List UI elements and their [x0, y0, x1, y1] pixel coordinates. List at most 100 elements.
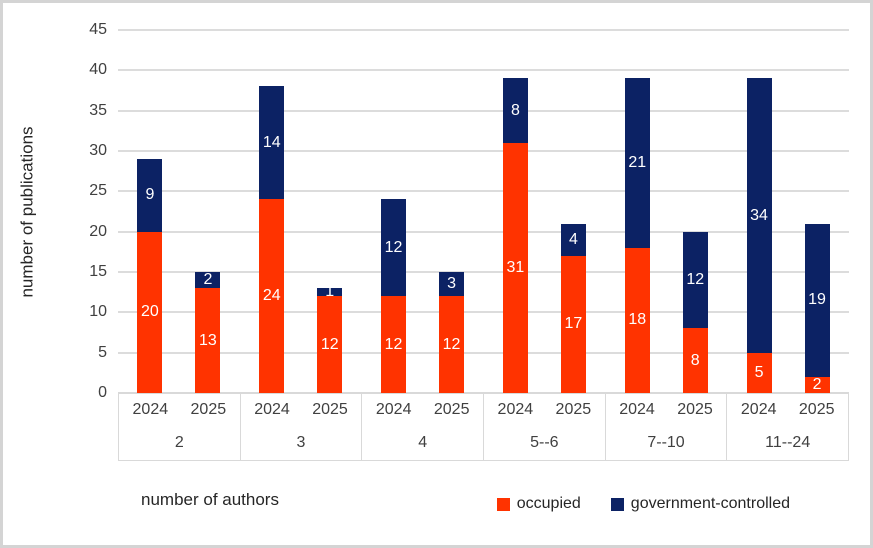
bar-segment-occupied: 13	[195, 288, 221, 393]
legend: occupied government-controlled	[496, 495, 790, 513]
grid-line	[118, 351, 849, 354]
x-label-group: 2024 2025 5--6	[483, 393, 605, 460]
x-year-label: 2024	[375, 400, 412, 418]
grid-line	[118, 230, 849, 233]
bar-group: 12 12 3 12	[362, 30, 484, 393]
bar-segment-government-controlled: 34	[746, 78, 772, 353]
x-year-label: 2025	[190, 400, 227, 418]
stacked-bar-2024: 9 20	[137, 159, 163, 393]
x-group-label: 7--10	[647, 434, 685, 452]
grid-line	[118, 109, 849, 112]
bar-segment-government-controlled: 2	[195, 272, 221, 289]
x-label-group: 2024 2025 4	[361, 393, 483, 460]
bar-segment-government-controlled: 9	[137, 159, 163, 232]
grid-line	[118, 311, 849, 314]
x-year-label: 2024	[619, 400, 655, 418]
x-group-label: 5--6	[530, 434, 559, 452]
bar-segment-government-controlled: 1	[317, 284, 343, 300]
bar-segment-occupied: 24	[259, 199, 285, 393]
x-year-label: 2024	[497, 400, 534, 418]
bar-group: 34 5 19 2	[727, 30, 849, 393]
x-year-labels: 2024 2025	[362, 393, 483, 427]
bar-segment-occupied: 18	[624, 247, 650, 393]
stacked-bar-2025: 3 12	[439, 272, 465, 393]
x-group-label: 3	[296, 434, 306, 452]
stacked-bar-2024: 8 31	[502, 78, 528, 393]
bar-segment-occupied: 5	[746, 352, 772, 393]
bar-group: 14 24 1 12	[240, 30, 362, 393]
y-tick-label: 40	[89, 61, 107, 79]
x-group-label: 2	[174, 434, 184, 452]
bar-segment-government-controlled: 19	[804, 223, 830, 377]
x-year-labels: 2024 2025	[727, 393, 848, 427]
bar-segment-government-controlled: 3	[439, 272, 465, 297]
bar-segment-occupied: 20	[137, 231, 163, 393]
x-year-labels: 2024 2025	[241, 393, 362, 427]
grid-line	[118, 271, 849, 273]
y-tick-label: 30	[89, 142, 107, 159]
bar-segment-occupied: 31	[502, 142, 528, 393]
stacked-bar-2024: 14 24	[259, 86, 285, 393]
x-label-group: 2024 2025 7--10	[604, 393, 727, 460]
legend-label: government-controlled	[630, 495, 790, 512]
bar-segment-occupied: 17	[560, 255, 586, 393]
bar-segment-government-controlled: 14	[259, 86, 285, 200]
stacked-bar-2024: 21 18	[624, 78, 650, 393]
plot-area: 9 20 2 13 14 24 1 12 12 12 3 12 8 31 4 17 21 18 12 8 34 5 19 2	[118, 29, 849, 394]
grid-line	[118, 69, 849, 72]
x-year-label: 2024	[740, 400, 777, 418]
stacked-bar-2025: 12 8	[682, 231, 708, 393]
y-tick-label: 45	[89, 21, 107, 38]
x-year-label: 2025	[677, 400, 713, 418]
bar-segment-government-controlled: 21	[624, 78, 650, 248]
bar-segment-occupied: 12	[439, 296, 465, 393]
bar-segment-government-controlled: 12	[682, 231, 708, 329]
bar-segment-occupied: 2	[804, 376, 830, 393]
y-tick-label: 0	[98, 384, 107, 401]
x-year-label: 2025	[555, 400, 592, 418]
x-year-labels: 2024 2025	[606, 393, 727, 427]
legend-label: occupied	[516, 495, 581, 512]
bar-group: 8 31 4 17	[484, 30, 606, 393]
y-axis-ticks: 0 5 10 15 20 25 30 35 40 45	[3, 3, 107, 545]
stacked-bar-2024: 12 12	[381, 199, 407, 393]
y-tick-label: 10	[89, 303, 107, 321]
x-year-label: 2024	[132, 400, 169, 418]
x-year-label: 2025	[433, 400, 470, 418]
bar-segment-occupied: 8	[682, 328, 708, 393]
bar-group: 21 18 12 8	[605, 30, 727, 393]
stacked-bar-2024: 34 5	[746, 78, 772, 393]
bar-segment-government-controlled: 8	[502, 78, 528, 143]
legend-item-government-controlled: government-controlled	[610, 495, 790, 513]
y-tick-label: 35	[89, 101, 107, 119]
y-tick-label: 20	[89, 222, 107, 240]
legend-swatch-icon	[610, 497, 624, 511]
bar-group: 9 20 2 13	[118, 30, 240, 393]
legend-swatch-icon	[496, 497, 510, 511]
y-tick-label: 25	[89, 182, 107, 200]
stacked-bar-2025: 4 17	[560, 223, 586, 393]
x-year-label: 2024	[254, 400, 290, 418]
stacked-bar-2025: 1 12	[317, 284, 343, 393]
y-tick-label: 15	[89, 263, 107, 280]
stacked-bar-2025: 19 2	[804, 223, 830, 393]
x-group-label: 4	[418, 434, 428, 452]
bar-segment-government-controlled: 4	[560, 223, 586, 256]
x-axis-title: number of authors	[141, 490, 279, 509]
x-year-labels: 2024 2025	[119, 393, 240, 427]
bar-segment-government-controlled: 12	[381, 199, 407, 297]
bar-segment-occupied: 12	[381, 296, 407, 393]
x-label-group: 2024 2025 3	[239, 393, 362, 460]
bar-segment-occupied: 12	[317, 296, 343, 393]
grid-line	[118, 150, 849, 152]
x-label-group: 2024 2025 11--24	[726, 393, 850, 460]
x-group-label: 11--24	[765, 434, 811, 452]
y-tick-label: 5	[98, 343, 107, 361]
stacked-bar-2025: 2 13	[195, 272, 221, 393]
x-year-label: 2025	[798, 400, 835, 418]
x-year-label: 2025	[312, 400, 348, 418]
x-label-group: 2024 2025 2	[118, 393, 240, 460]
grid-line	[118, 190, 849, 193]
x-year-labels: 2024 2025	[484, 393, 605, 427]
